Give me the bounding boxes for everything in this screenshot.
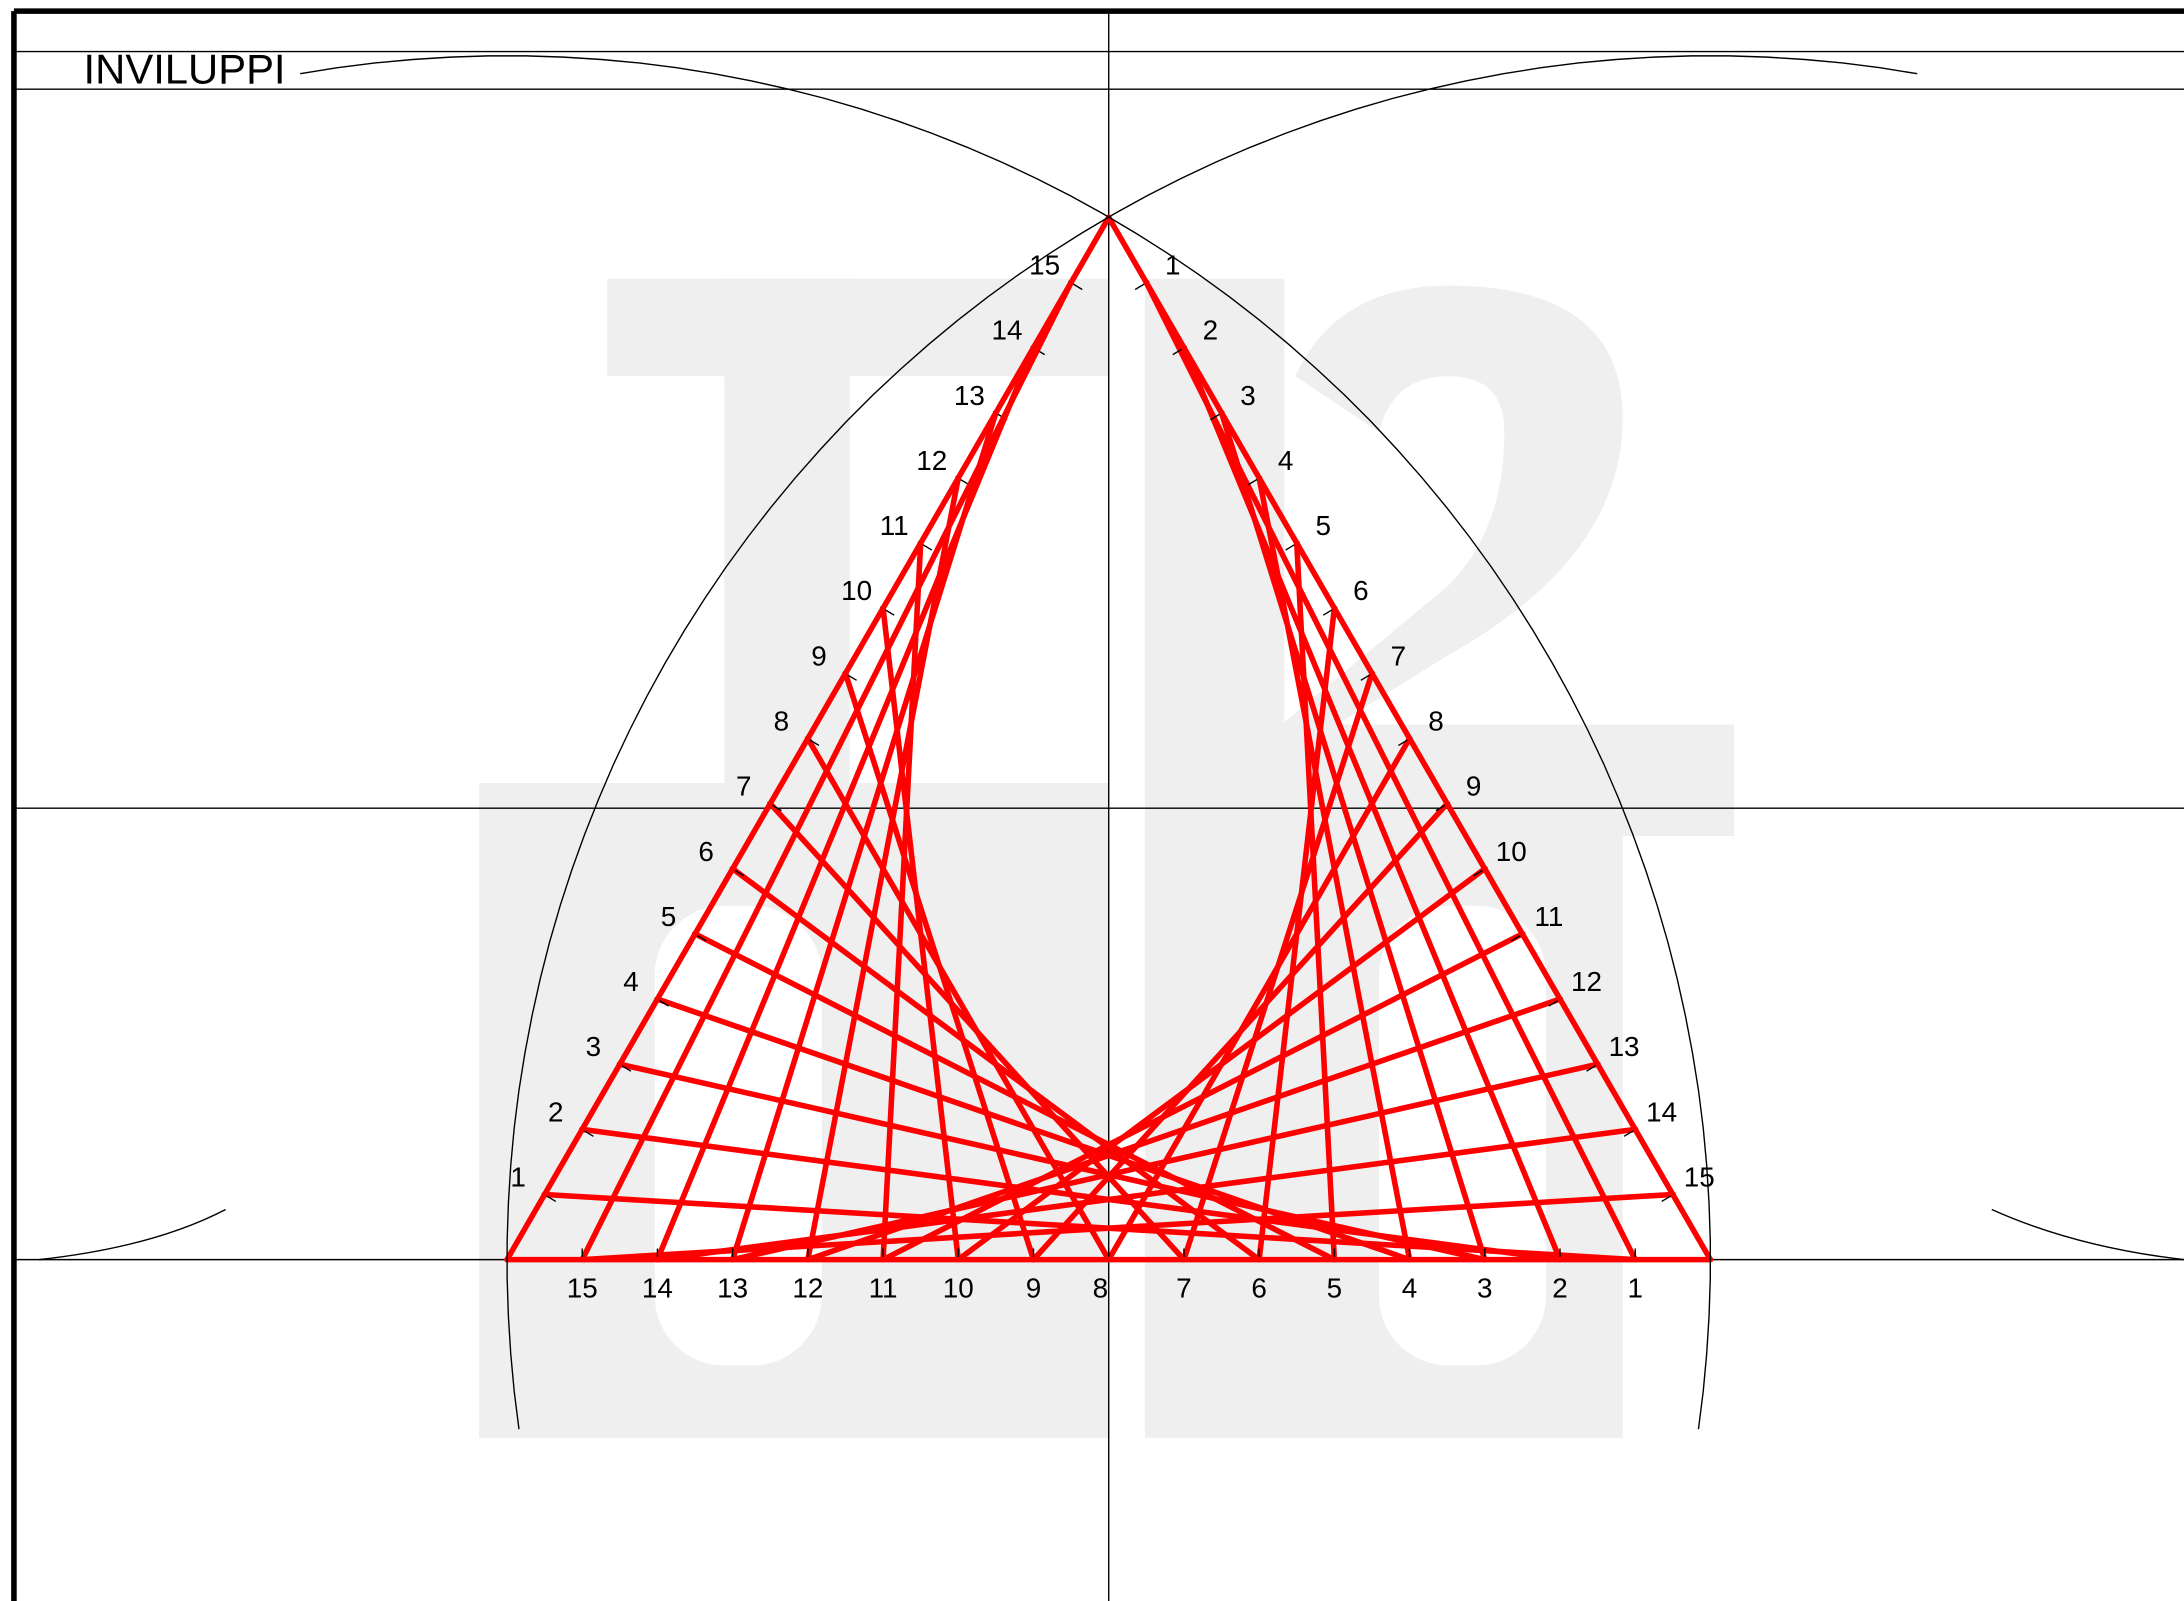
base-label: 2 — [1552, 1273, 1567, 1304]
left-label: 11 — [880, 510, 909, 541]
right-label: 12 — [1571, 966, 1602, 997]
base-label: 5 — [1327, 1273, 1342, 1304]
left-label: 15 — [1029, 250, 1060, 281]
left-label: 2 — [548, 1096, 563, 1127]
left-label: 5 — [661, 901, 676, 932]
string — [579, 1191, 1676, 1263]
string — [654, 1126, 1638, 1263]
right-label: 2 — [1203, 315, 1218, 346]
left-label: 13 — [954, 380, 985, 411]
triangle-edge — [1105, 214, 1714, 1263]
left-label: 9 — [811, 640, 826, 671]
right-label: 13 — [1609, 1031, 1640, 1062]
base-label: 6 — [1251, 1273, 1266, 1304]
left-label: 1 — [510, 1162, 525, 1193]
string — [729, 410, 999, 1263]
right-label: 10 — [1496, 836, 1527, 867]
base-label: 10 — [943, 1273, 974, 1304]
base-label: 15 — [567, 1273, 598, 1304]
arc — [506, 55, 1918, 1430]
base-label: 1 — [1627, 1273, 1642, 1304]
string — [880, 540, 924, 1263]
right-label: 3 — [1240, 380, 1255, 411]
base-label: 11 — [869, 1273, 898, 1304]
arc — [1991, 1208, 2184, 1261]
base-label: 4 — [1402, 1273, 1417, 1304]
string — [1030, 800, 1450, 1263]
string — [1105, 735, 1413, 1263]
left-label: 10 — [841, 575, 872, 606]
string — [955, 865, 1488, 1263]
right-label: 6 — [1353, 575, 1368, 606]
string — [579, 279, 1074, 1263]
string — [729, 1061, 1601, 1263]
base-label: 8 — [1093, 1273, 1108, 1304]
right-label: 1 — [1165, 250, 1180, 281]
right-label: 9 — [1466, 771, 1481, 802]
title: INVILUPPI — [84, 45, 286, 92]
arc — [38, 1208, 226, 1261]
right-label: 11 — [1534, 901, 1563, 932]
base-label: 9 — [1026, 1273, 1041, 1304]
string — [880, 605, 962, 1263]
string — [654, 344, 1037, 1263]
right-label: 4 — [1278, 445, 1293, 476]
string — [880, 931, 1526, 1263]
right-label: 15 — [1684, 1162, 1715, 1193]
left-label: 14 — [992, 315, 1023, 346]
left-label: 4 — [623, 966, 638, 997]
left-label: 12 — [916, 445, 947, 476]
left-label: 7 — [736, 771, 751, 802]
right-label: 8 — [1428, 706, 1443, 737]
left-label: 8 — [774, 706, 789, 737]
right-label: 5 — [1315, 510, 1330, 541]
envelope — [504, 214, 1714, 1263]
base-label: 14 — [642, 1273, 673, 1304]
right-label: 14 — [1646, 1096, 1677, 1127]
left-label: 6 — [698, 836, 713, 867]
triangle-edge — [504, 214, 1112, 1263]
base-label: 7 — [1176, 1273, 1191, 1304]
left-label: 3 — [586, 1031, 601, 1062]
base-label: 13 — [717, 1273, 748, 1304]
base-label: 12 — [792, 1273, 823, 1304]
right-label: 7 — [1391, 640, 1406, 671]
arc — [300, 55, 1711, 1430]
base-label: 3 — [1477, 1273, 1492, 1304]
string — [842, 670, 1037, 1263]
